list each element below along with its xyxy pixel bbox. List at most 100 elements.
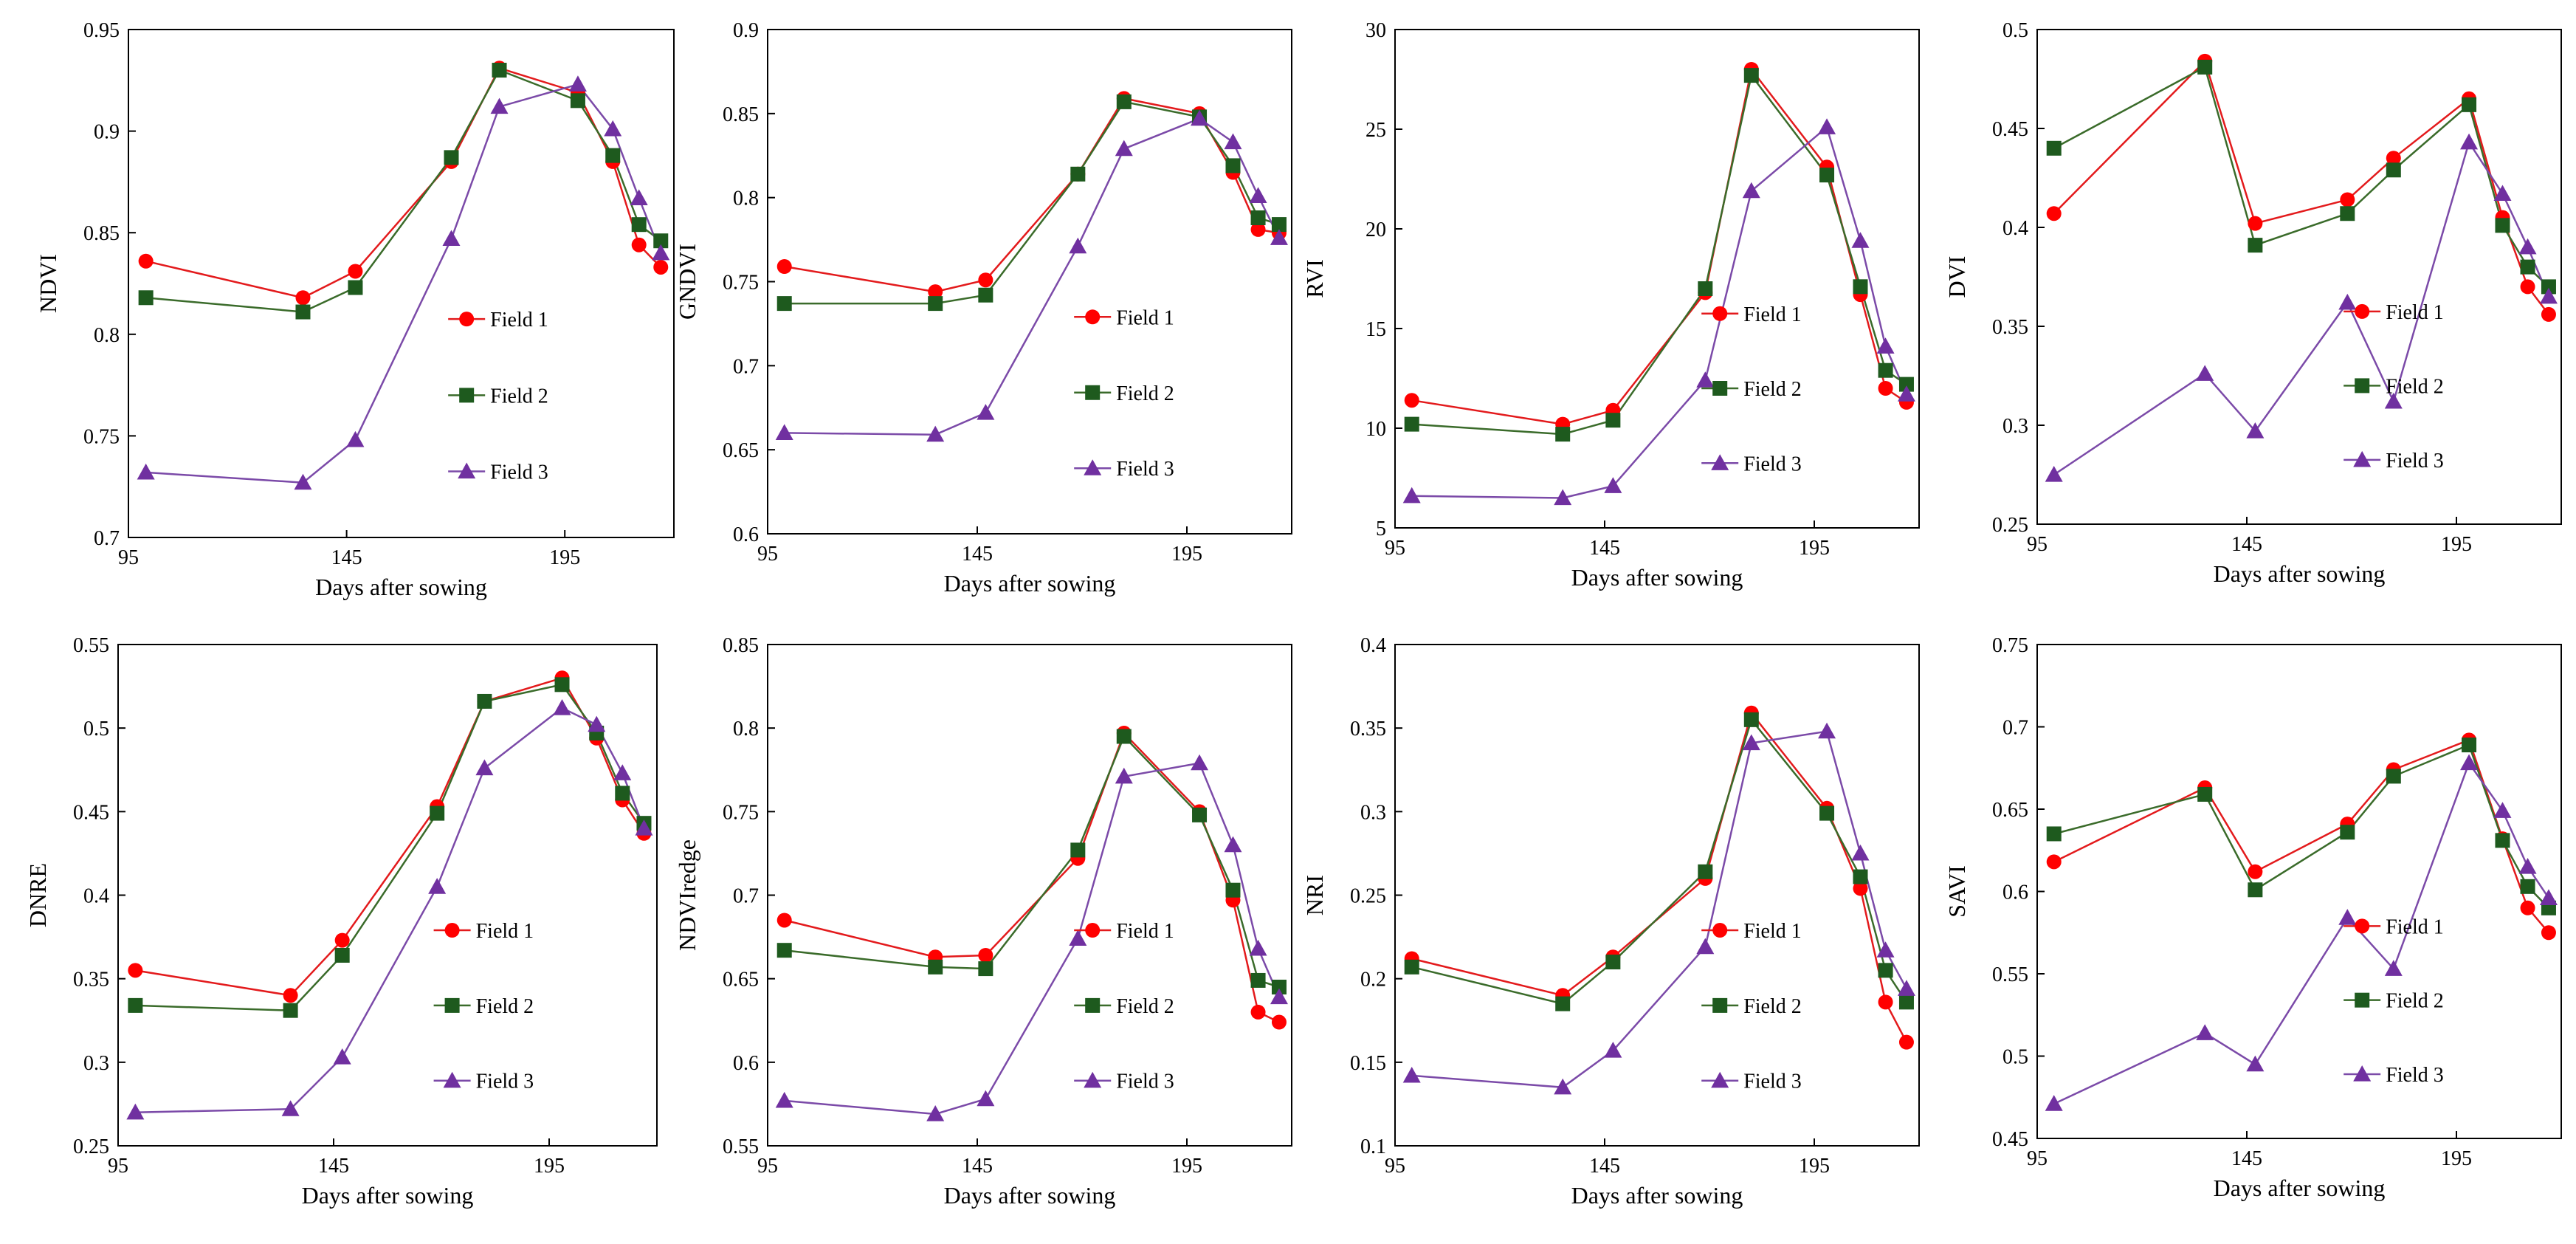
x-tick-label: 195	[2441, 1147, 2472, 1170]
data-point-field-1	[334, 932, 350, 948]
x-tick-label: 145	[962, 1155, 993, 1178]
data-point-field-3	[2196, 365, 2214, 381]
data-point-field-2	[2520, 259, 2535, 275]
data-point-field-3	[1554, 1078, 1572, 1095]
data-point-field-1	[1250, 1004, 1266, 1020]
legend-label-1: Field 1	[490, 309, 548, 331]
legend-marker-2	[2355, 992, 2370, 1008]
data-point-field-3	[428, 878, 447, 894]
y-tick-label: 0.65	[1992, 799, 2028, 822]
data-point-field-3	[1851, 232, 1870, 248]
legend-label-2: Field 2	[476, 995, 534, 1018]
y-tick-label: 20	[1366, 219, 1386, 241]
data-point-field-1	[2340, 192, 2355, 207]
legend-label-2: Field 2	[1743, 378, 1802, 401]
data-point-field-1	[2386, 151, 2401, 166]
x-axis-label: Days after sowing	[944, 1182, 1116, 1209]
legend-marker-3	[458, 462, 476, 479]
series-line-2	[1411, 718, 1908, 1005]
data-point-field-3	[2539, 889, 2558, 906]
y-tick-label: 0.75	[1992, 634, 2028, 657]
x-tick-label: 195	[1171, 543, 1202, 566]
y-axis-label: RVI	[1301, 259, 1328, 298]
data-point-field-2	[2520, 879, 2535, 894]
x-tick-label: 195	[534, 1155, 565, 1178]
data-point-field-3	[1696, 938, 1715, 955]
data-point-field-2	[631, 217, 647, 233]
legend-label-1: Field 1	[1743, 303, 1802, 326]
data-point-field-2	[2462, 97, 2477, 112]
y-tick-label: 5	[1376, 518, 1386, 540]
y-tick-label: 0.45	[73, 801, 109, 824]
y-tick-label: 0.5	[2002, 19, 2028, 42]
series-line-3	[135, 707, 645, 1113]
x-tick-label: 95	[108, 1155, 128, 1178]
series-line-3	[2053, 140, 2550, 476]
plot-frame	[2036, 29, 2562, 525]
legend-marker-2	[459, 388, 475, 403]
y-tick-label: 0.4	[2002, 217, 2028, 240]
legend-marker-1	[2355, 303, 2370, 319]
legend-marker-3	[443, 1071, 461, 1088]
data-point-field-2	[1555, 427, 1571, 442]
data-point-field-1	[1271, 1014, 1287, 1030]
legend-marker-1	[2355, 918, 2370, 934]
x-tick-label: 145	[1589, 1155, 1620, 1178]
x-tick-label: 145	[2231, 533, 2262, 556]
data-point-field-3	[2518, 858, 2537, 874]
data-point-field-3	[588, 715, 606, 732]
data-point-field-1	[776, 913, 792, 928]
data-point-field-2	[477, 693, 492, 709]
panel-ndvi: 0.7 0.75 0.8 0.85 0.9 0.95 95 145 195 Days after …	[35, 19, 675, 600]
data-point-field-1	[1878, 994, 1893, 1010]
y-tick-label: 0.55	[73, 634, 109, 657]
data-point-field-2	[928, 296, 943, 312]
y-tick-label: 0.5	[83, 718, 109, 740]
data-point-field-1	[2541, 925, 2556, 941]
data-point-field-3	[346, 430, 365, 447]
legend-label-1: Field 1	[1743, 920, 1802, 943]
legend-label-2: Field 2	[2386, 375, 2444, 398]
data-point-field-3	[1851, 844, 1870, 861]
data-point-field-2	[653, 233, 669, 249]
plot-frame	[117, 644, 658, 1147]
data-point-field-2	[348, 280, 363, 295]
x-axis-label: Days after sowing	[2214, 560, 2386, 587]
y-tick-label: 30	[1366, 19, 1386, 42]
y-tick-label: 0.75	[723, 801, 759, 824]
data-point-field-2	[1404, 959, 1419, 975]
data-point-field-2	[1878, 362, 1893, 378]
data-point-field-3	[630, 189, 648, 206]
y-tick-label: 0.75	[83, 425, 120, 448]
data-point-field-3	[977, 1090, 995, 1107]
legend-marker-3	[1084, 1071, 1102, 1088]
y-tick-label: 0.3	[1360, 801, 1386, 824]
data-point-field-1	[2046, 854, 2062, 870]
data-point-field-3	[475, 759, 494, 776]
data-point-field-3	[1742, 182, 1760, 199]
x-axis-label: Days after sowing	[315, 574, 487, 600]
data-point-field-3	[1115, 140, 1133, 157]
data-point-field-1	[348, 264, 363, 279]
data-point-field-2	[1605, 413, 1621, 428]
y-axis-label: NRI	[1301, 875, 1328, 915]
y-tick-label: 0.85	[723, 634, 759, 657]
data-point-field-1	[776, 259, 792, 275]
y-axis-label: SAVI	[1943, 865, 1970, 918]
y-tick-label: 0.15	[1350, 1052, 1386, 1075]
legend-label-2: Field 2	[1116, 995, 1174, 1018]
y-tick-label: 0.8	[94, 324, 120, 347]
data-point-field-1	[283, 988, 298, 1003]
data-point-field-2	[128, 997, 143, 1013]
y-tick-label: 0.65	[723, 969, 759, 992]
data-point-field-2	[444, 150, 459, 165]
data-point-field-1	[2248, 216, 2263, 231]
data-point-field-3	[926, 425, 945, 442]
data-point-field-2	[1878, 963, 1893, 978]
legend-label-1: Field 1	[1116, 920, 1174, 943]
data-point-field-1	[631, 237, 647, 252]
series-line-1	[784, 97, 1280, 293]
y-tick-label: 25	[1366, 119, 1386, 142]
data-point-field-2	[334, 947, 350, 963]
